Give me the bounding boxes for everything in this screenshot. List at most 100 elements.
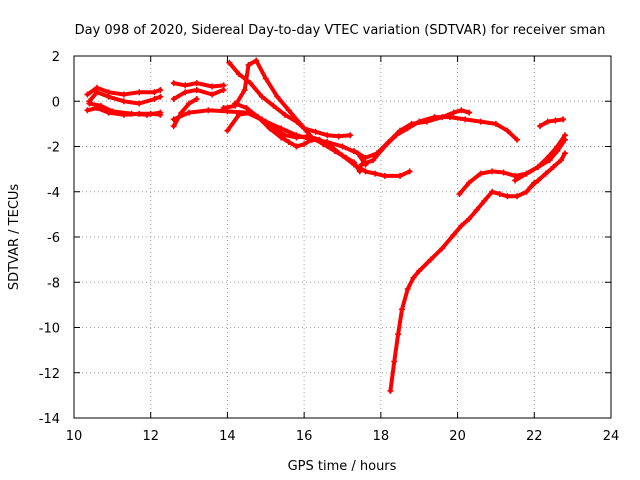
- data-point: [462, 116, 469, 123]
- data-point: [514, 136, 521, 143]
- data-point: [458, 107, 465, 114]
- data-point: [301, 141, 308, 148]
- data-point: [193, 80, 200, 87]
- data-point: [170, 123, 177, 130]
- data-point: [450, 231, 457, 238]
- data-point: [243, 109, 250, 116]
- series-arc-19: [537, 116, 567, 130]
- data-point: [393, 132, 400, 139]
- data-point: [97, 102, 104, 109]
- data-point: [262, 118, 269, 125]
- data-point: [232, 100, 239, 107]
- data-point: [473, 206, 480, 213]
- data-point: [182, 89, 189, 96]
- data-point: [86, 100, 93, 107]
- series-trace: [538, 117, 566, 129]
- series-trace: [225, 110, 412, 178]
- data-point: [477, 118, 484, 125]
- data-point: [446, 114, 453, 121]
- data-point: [266, 125, 273, 132]
- data-point: [339, 143, 346, 150]
- data-point: [293, 132, 300, 139]
- series-trace: [457, 137, 567, 196]
- data-point: [209, 83, 216, 90]
- data-point: [561, 150, 568, 157]
- data-point: [84, 107, 91, 114]
- data-point: [362, 154, 369, 161]
- data-point: [262, 75, 269, 82]
- data-point: [358, 161, 365, 168]
- data-point: [477, 170, 484, 177]
- data-point: [523, 188, 530, 195]
- data-point: [120, 91, 127, 98]
- data-point: [514, 193, 521, 200]
- series-layer: [84, 57, 568, 394]
- series-arc-13: [351, 107, 473, 161]
- x-tick-label: 12: [142, 429, 159, 444]
- y-tick-label: -10: [39, 322, 60, 337]
- data-point: [324, 138, 331, 145]
- series-trace: [388, 180, 537, 393]
- data-point: [94, 89, 101, 96]
- data-point: [500, 169, 507, 176]
- data-point: [293, 118, 300, 125]
- data-point: [170, 116, 177, 123]
- data-point: [274, 93, 281, 100]
- data-point: [136, 100, 143, 107]
- data-point: [205, 107, 212, 114]
- data-point: [293, 143, 300, 150]
- data-point: [128, 110, 135, 117]
- data-point: [466, 109, 473, 116]
- data-point: [157, 93, 164, 100]
- data-point: [235, 71, 242, 78]
- y-axis-label: SDTVAR / TECUs: [7, 184, 22, 291]
- data-point: [209, 91, 216, 98]
- data-point: [278, 134, 285, 141]
- data-point: [193, 95, 200, 102]
- data-point: [143, 111, 150, 118]
- data-point: [301, 125, 308, 132]
- data-point: [466, 179, 473, 186]
- data-point: [120, 98, 127, 105]
- data-point: [552, 117, 559, 124]
- x-tick-label: 22: [526, 429, 543, 444]
- data-point: [324, 132, 331, 139]
- data-point: [554, 143, 561, 150]
- x-tick-label: 20: [449, 429, 466, 444]
- x-tick-label: 24: [603, 429, 620, 444]
- data-point: [270, 102, 277, 109]
- data-point: [370, 157, 377, 164]
- data-point: [372, 170, 379, 177]
- series-trace: [171, 87, 226, 101]
- data-point: [395, 331, 402, 338]
- data-point: [398, 306, 405, 313]
- data-point: [387, 387, 394, 394]
- data-point: [335, 133, 342, 140]
- data-point: [258, 93, 265, 100]
- data-point: [439, 245, 446, 252]
- y-tick-label: -14: [39, 412, 60, 427]
- data-point: [245, 62, 252, 69]
- data-point: [504, 127, 511, 134]
- data-point: [535, 163, 542, 170]
- series-arc-14: [358, 114, 521, 168]
- data-point: [281, 111, 288, 118]
- data-point: [170, 80, 177, 87]
- y-tick-label: 0: [52, 95, 60, 110]
- data-point: [241, 86, 248, 93]
- data-point: [253, 57, 260, 64]
- data-point: [456, 191, 463, 198]
- data-point: [193, 86, 200, 93]
- data-point: [431, 114, 438, 121]
- data-point: [224, 127, 231, 134]
- x-tick-label: 18: [373, 429, 390, 444]
- data-point: [427, 256, 434, 263]
- x-tick-label: 10: [66, 429, 83, 444]
- y-tick-label: -8: [47, 276, 60, 291]
- data-point: [391, 358, 398, 365]
- data-point: [397, 172, 404, 179]
- data-point: [351, 161, 358, 168]
- data-point: [527, 184, 534, 191]
